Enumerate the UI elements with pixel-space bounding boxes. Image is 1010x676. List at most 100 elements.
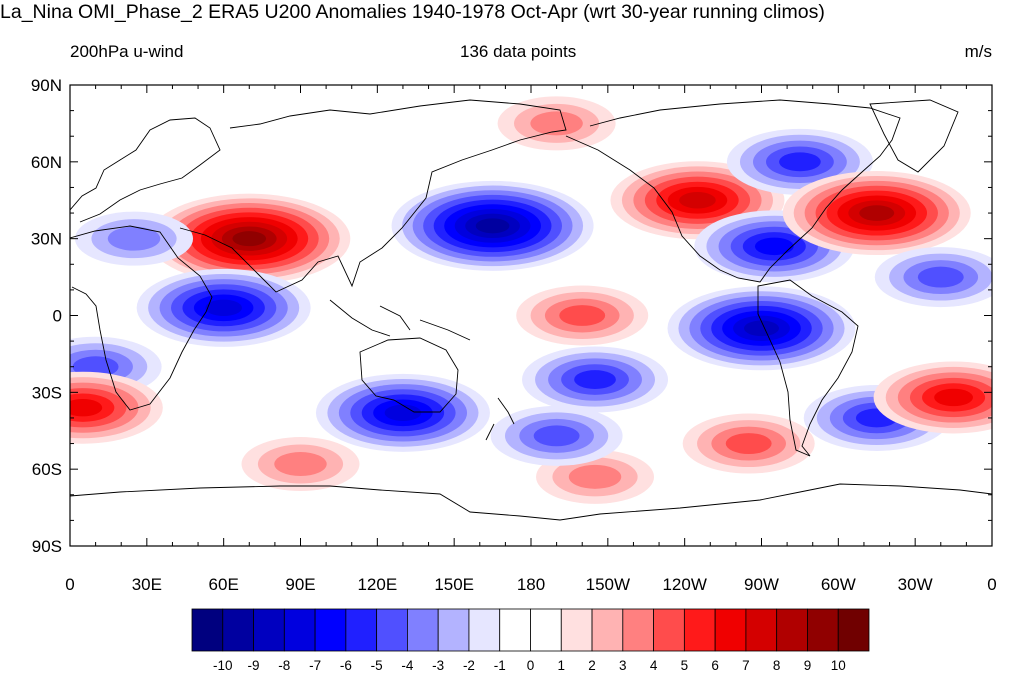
plot-title: La_Nina OMI_Phase_2 ERA5 U200 Anomalies …: [0, 1, 825, 23]
anomaly-center-11: [667, 286, 856, 371]
contour-level: [533, 425, 580, 447]
anomaly-center-5: [391, 180, 594, 271]
units-string: m/s: [964, 42, 992, 61]
colorbar-swatch: [622, 608, 654, 652]
lon-label: 120W: [662, 575, 706, 594]
coast-europe: [70, 117, 221, 223]
latitude-labels: 90N 60N 30N 0 30S 60S 90S: [31, 76, 62, 556]
colorbar-label: 0: [527, 658, 535, 673]
contour-level: [917, 266, 964, 288]
contour-level: [475, 218, 510, 234]
anomaly-center-8: [497, 96, 616, 151]
lon-label: 180: [517, 575, 545, 594]
colorbar-swatch: [683, 608, 716, 652]
longitude-labels: 0 30E 60E 90E 120E 150E 180 150W 120W 90W 60W 30W 0: [65, 575, 996, 594]
colorbar-swatch: [499, 608, 531, 652]
coast-indonesia: [329, 299, 471, 341]
anomaly-center-13: [782, 171, 971, 256]
anomaly-center-4: [315, 373, 490, 452]
colorbar-label: -5: [371, 658, 383, 673]
colorbar-label: -10: [213, 658, 233, 673]
coast-antarctica: [70, 483, 992, 521]
colorbar-swatch: [714, 608, 747, 652]
contour-level: [568, 464, 622, 489]
colorbar: -10 -9 -8 -7 -6 -5 -4 -3 -2 -1 0 1 2 3 4 5 6 7 8 9 10: [191, 608, 870, 673]
contour-level: [232, 231, 267, 247]
colorbar-label: -2: [463, 658, 475, 673]
lat-label: 60S: [32, 460, 62, 479]
colorbar-label: 9: [804, 658, 812, 673]
coast-north-america: [565, 99, 901, 283]
colorbar-swatch: [437, 608, 470, 652]
contour-level: [744, 320, 779, 337]
coast-africa: [70, 225, 213, 411]
anomaly-center-17: [241, 437, 360, 492]
anomaly-center-3: [70, 371, 163, 444]
lon-label: 30W: [898, 575, 933, 594]
contour-level: [574, 370, 616, 389]
contour-level: [559, 305, 606, 326]
contour-level: [934, 388, 973, 407]
lat-label: 30N: [31, 230, 62, 249]
colorbar-swatch: [530, 608, 562, 652]
coastlines: [70, 99, 992, 521]
lon-label: 150E: [434, 575, 474, 594]
contour-level: [779, 152, 821, 172]
contour-level: [384, 404, 422, 422]
lon-label: 90W: [744, 575, 779, 594]
lat-label: 30S: [32, 383, 62, 402]
colorbar-label: 2: [588, 658, 596, 673]
contour-level: [725, 433, 772, 454]
colorbar-label: -6: [340, 658, 352, 673]
colorbar-swatch: [283, 608, 316, 652]
lon-label: 0: [987, 575, 996, 594]
lat-label: 90N: [31, 76, 62, 95]
coast-asia: [179, 99, 567, 293]
colorbar-label: 5: [681, 658, 689, 673]
lon-label: 90E: [285, 575, 315, 594]
colorbar-swatch: [560, 608, 593, 652]
lon-label: 150W: [586, 575, 630, 594]
colorbar-label: -1: [494, 658, 506, 673]
lon-label: 120E: [357, 575, 397, 594]
colorbar-label: -7: [309, 658, 321, 673]
colorbar-swatch: [222, 608, 254, 652]
lon-label: 60E: [209, 575, 239, 594]
contour-level: [274, 452, 327, 477]
colorbar-swatch: [807, 608, 839, 652]
colorbar-swatch: [253, 608, 285, 652]
coast-greenland: [869, 99, 959, 173]
anomaly-center-7: [522, 346, 669, 413]
colorbar-label: -3: [432, 658, 444, 673]
contour-level: [859, 205, 895, 221]
lon-label: 30E: [132, 575, 162, 594]
colorbar-swatch: [376, 608, 408, 652]
colorbar-swatch: [191, 608, 224, 652]
colorbar-swatch: [591, 608, 624, 652]
lat-label: 90S: [32, 537, 62, 556]
colorbar-label: 6: [711, 658, 719, 673]
colorbar-swatch: [407, 608, 439, 652]
anomaly-center-15: [873, 361, 992, 434]
coast-newzealand: [485, 397, 515, 441]
colorbar-swatch: [776, 608, 808, 652]
colorbar-swatch: [837, 608, 870, 652]
colorbar-swatch: [345, 608, 378, 652]
colorbar-swatch: [653, 608, 685, 652]
colorbar-swatch: [468, 608, 501, 652]
colorbar-swatch: [745, 608, 778, 652]
colorbar-label: -4: [401, 658, 413, 673]
contour-level: [754, 237, 794, 256]
axis-ticks: [69, 84, 993, 547]
coast-australia: [359, 337, 459, 413]
colorbar-label: 7: [742, 658, 750, 673]
anomaly-center-0: [148, 193, 351, 284]
colorbar-label: 3: [619, 658, 627, 673]
left-string: 200hPa u-wind: [70, 42, 184, 61]
contour-level: [679, 192, 716, 209]
colorbar-label: 4: [650, 658, 658, 673]
contour-level: [107, 226, 161, 251]
anomaly-field: [70, 96, 992, 504]
center-string: 136 data points: [460, 42, 577, 61]
